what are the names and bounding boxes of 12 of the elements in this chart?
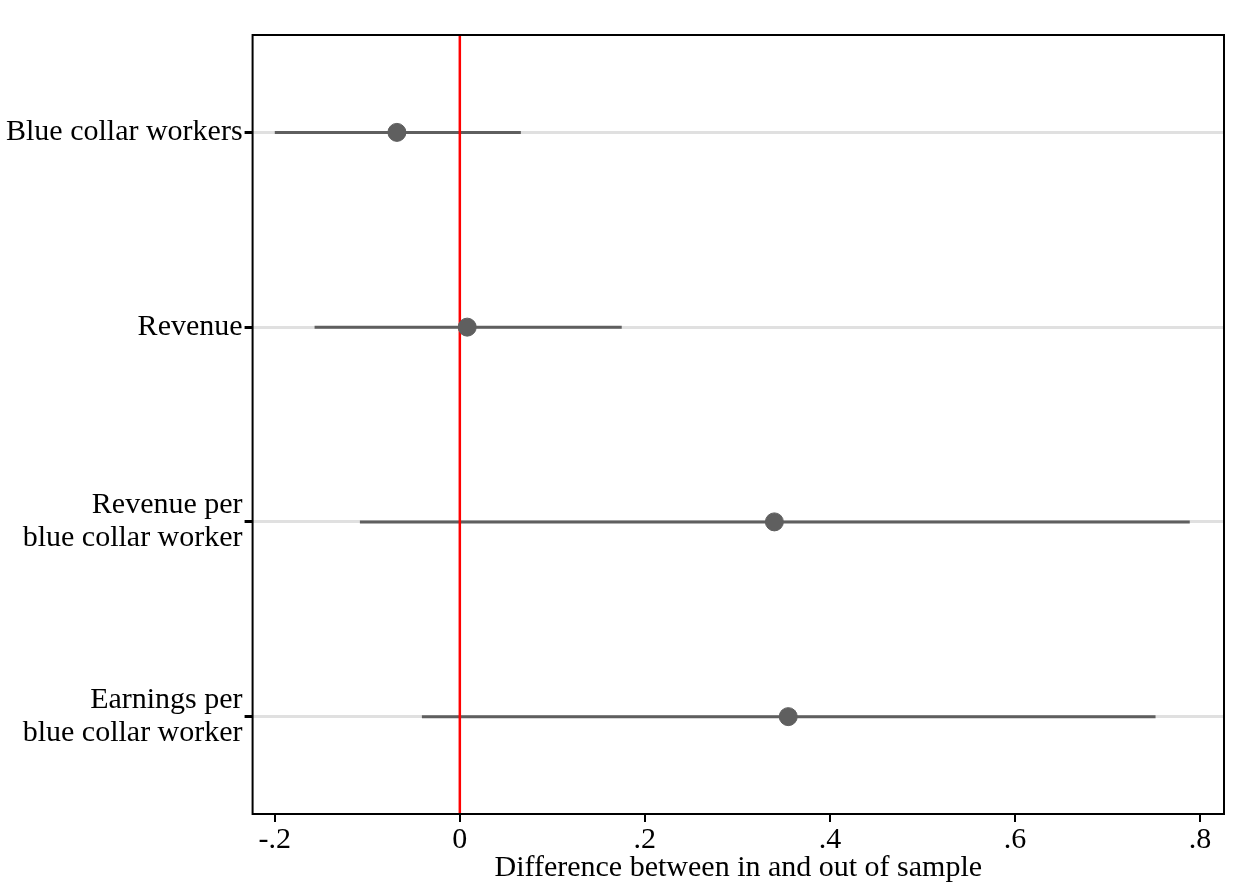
point: [764, 512, 784, 532]
point: [778, 707, 798, 727]
y-tick-label: Revenue: [137, 308, 243, 341]
y-tick-label: Earnings per blue collar worker: [22, 681, 243, 747]
x-tick-label: -.2: [258, 820, 292, 854]
point: [457, 317, 477, 337]
x-tick-label: .6: [1003, 820, 1027, 854]
y-tick-label: Blue collar workers: [5, 113, 243, 147]
y-tick-label: Revenue per blue collar worker: [22, 486, 243, 553]
point: [387, 122, 407, 142]
x-tick-label: 0: [452, 820, 468, 854]
x-tick-label: .8: [1188, 820, 1212, 854]
